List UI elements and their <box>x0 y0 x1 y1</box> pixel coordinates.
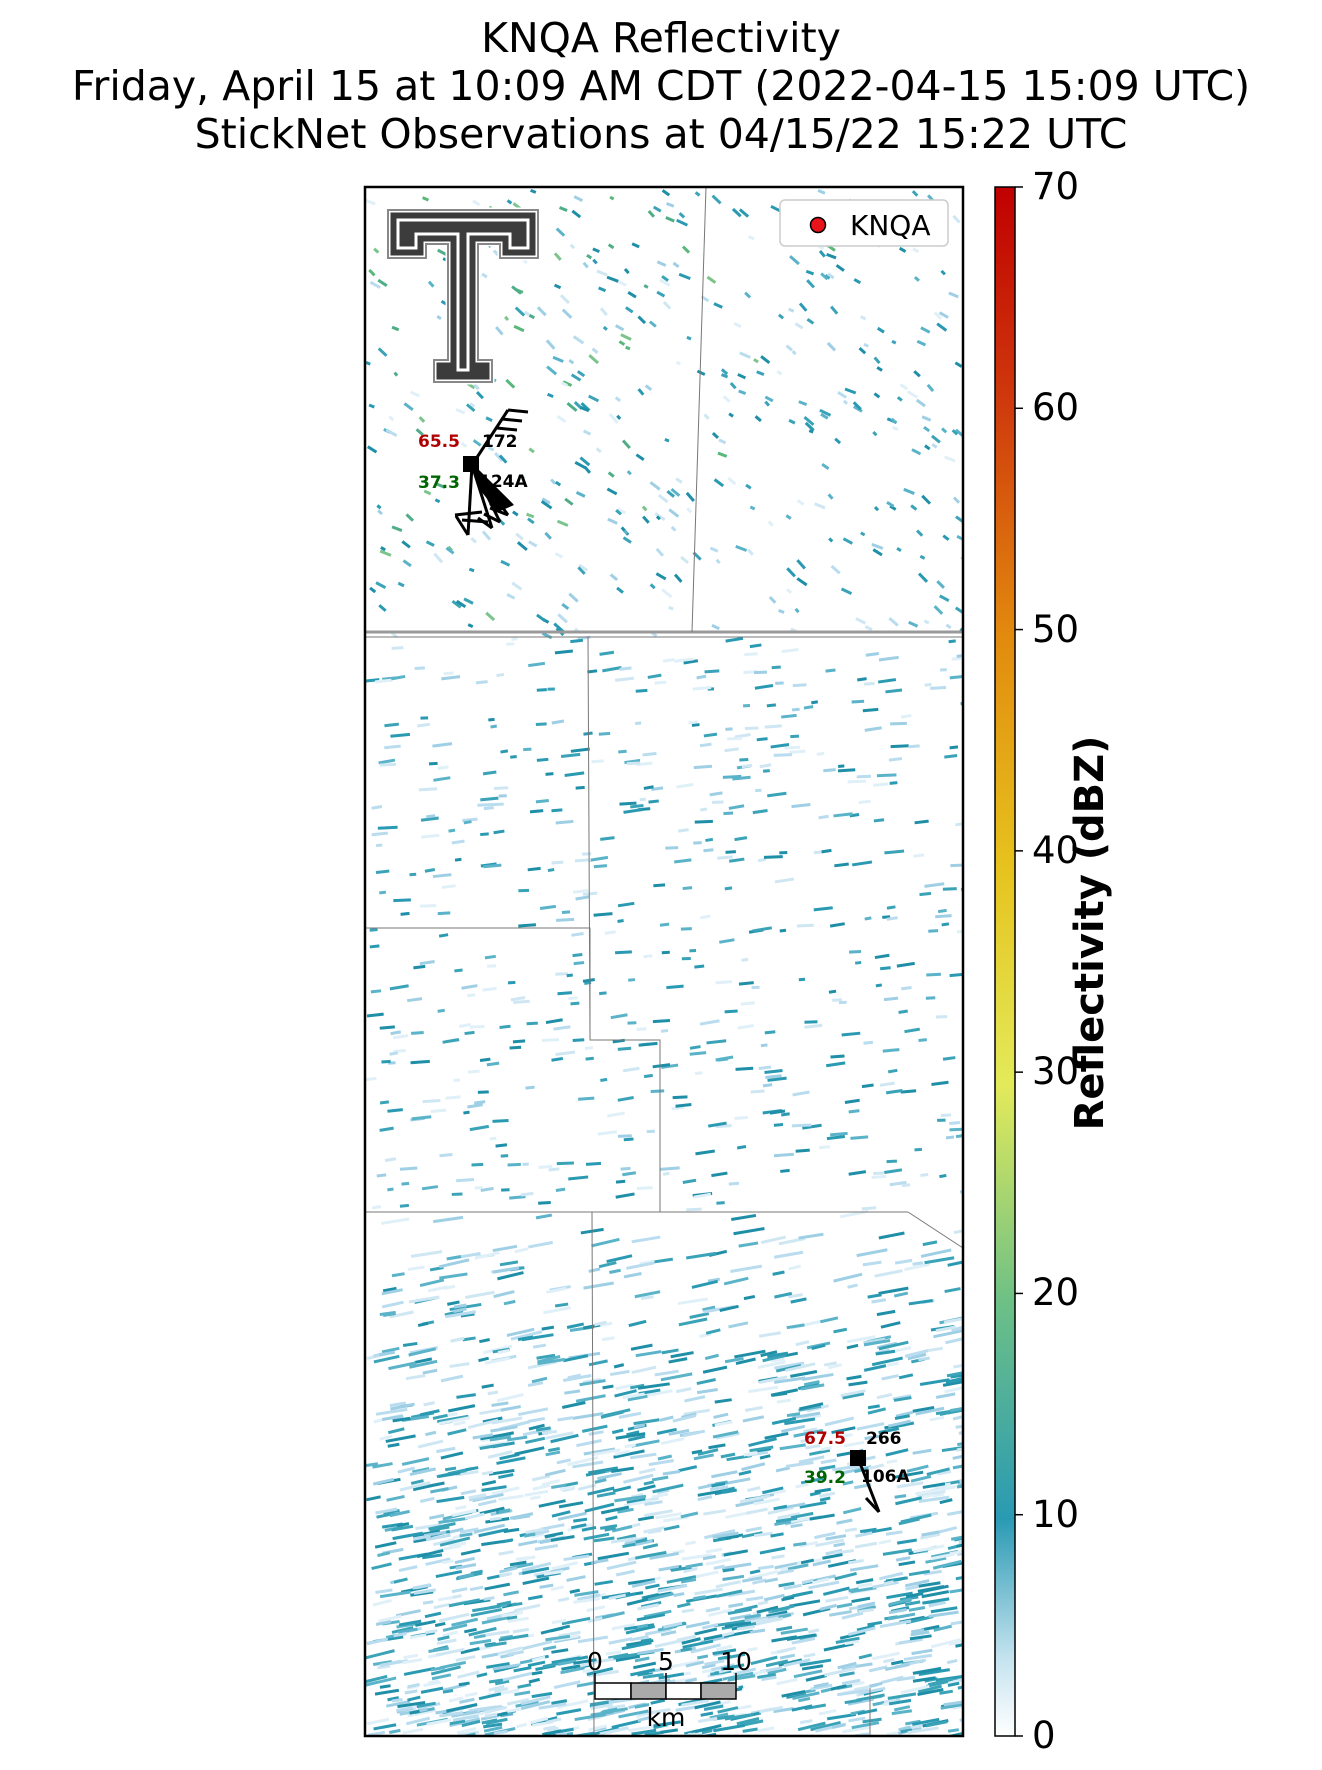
station-124A: 65.5 172 37.3 124A <box>418 408 529 536</box>
scale-tick-5: 5 <box>658 1647 674 1676</box>
temperature-106A: 67.5 <box>804 1429 846 1449</box>
scale-tick-10: 10 <box>720 1647 752 1676</box>
title-line-3: StickNet Observations at 04/15/22 15:22 … <box>194 110 1128 158</box>
reflectivity-echoes <box>365 188 963 1736</box>
county-boundaries <box>365 186 964 1737</box>
colorbar-label-10: 10 <box>1032 1492 1080 1536</box>
temperature-124A: 65.5 <box>418 432 460 452</box>
station-id-106A: 106A <box>861 1467 910 1487</box>
scale-bar: 0 5 10 km <box>587 1647 752 1732</box>
colorbar-gradient <box>995 187 1015 1736</box>
colorbar-ticks <box>1015 186 1023 1737</box>
wind-barbs-124A <box>454 408 529 536</box>
county-line-v1 <box>691 186 707 633</box>
colorbar-label-0: 0 <box>1032 1714 1056 1757</box>
station-marker-124A <box>463 456 479 472</box>
title-line-1: KNQA Reflectivity <box>481 14 841 62</box>
knqa-marker-icon <box>809 216 827 234</box>
map-panel: KNQA 65.5 <box>363 185 965 1738</box>
station-id-124A: 124A <box>479 472 528 492</box>
scale-seg-2 <box>630 1682 667 1700</box>
logo-inner <box>396 218 530 372</box>
scale-unit: km <box>647 1703 686 1732</box>
map-background <box>365 187 963 1736</box>
logo-outline <box>387 209 539 383</box>
legend-box <box>779 199 949 247</box>
direction-124A: 172 <box>482 432 518 452</box>
map-frame <box>363 185 965 1738</box>
colorbar-label-20: 20 <box>1032 1271 1080 1315</box>
station-marker-106A <box>850 1450 866 1466</box>
scale-tick-0: 0 <box>587 1647 603 1676</box>
colorbar-label-30: 30 <box>1032 1050 1080 1094</box>
county-line-h2 <box>365 927 661 1212</box>
station-106A: 67.5 266 39.2 106A <box>804 1429 910 1514</box>
legend: KNQA <box>779 199 949 247</box>
scale-seg-1 <box>594 1682 632 1700</box>
colorbar-frame <box>994 186 1016 1737</box>
colorbar <box>994 186 1023 1737</box>
title-line-2: Friday, April 15 at 10:09 AM CDT (2022-0… <box>71 62 1251 110</box>
county-line-diag <box>907 1211 964 1249</box>
figure-title: KNQA Reflectivity Friday, April 15 at 10… <box>0 14 1322 158</box>
colorbar-label-50: 50 <box>1032 607 1080 651</box>
wind-flag-124A <box>476 468 514 512</box>
wind-barb-106A <box>856 1457 881 1514</box>
colorbar-label-70: 70 <box>1032 165 1080 208</box>
colorbar-label-40: 40 <box>1032 828 1080 872</box>
scale-seg-3 <box>665 1682 702 1700</box>
dewpoint-106A: 39.2 <box>804 1468 846 1488</box>
dewpoint-124A: 37.3 <box>418 473 460 493</box>
county-line-v3 <box>591 1211 595 1737</box>
direction-106A: 266 <box>866 1429 902 1449</box>
texas-tech-logo <box>385 207 541 385</box>
colorbar-label-60: 60 <box>1032 386 1080 430</box>
legend-label: KNQA <box>850 209 931 242</box>
colorbar-title: Reflectivity (dBZ) <box>1067 735 1113 1131</box>
scale-seg-4 <box>700 1682 737 1700</box>
